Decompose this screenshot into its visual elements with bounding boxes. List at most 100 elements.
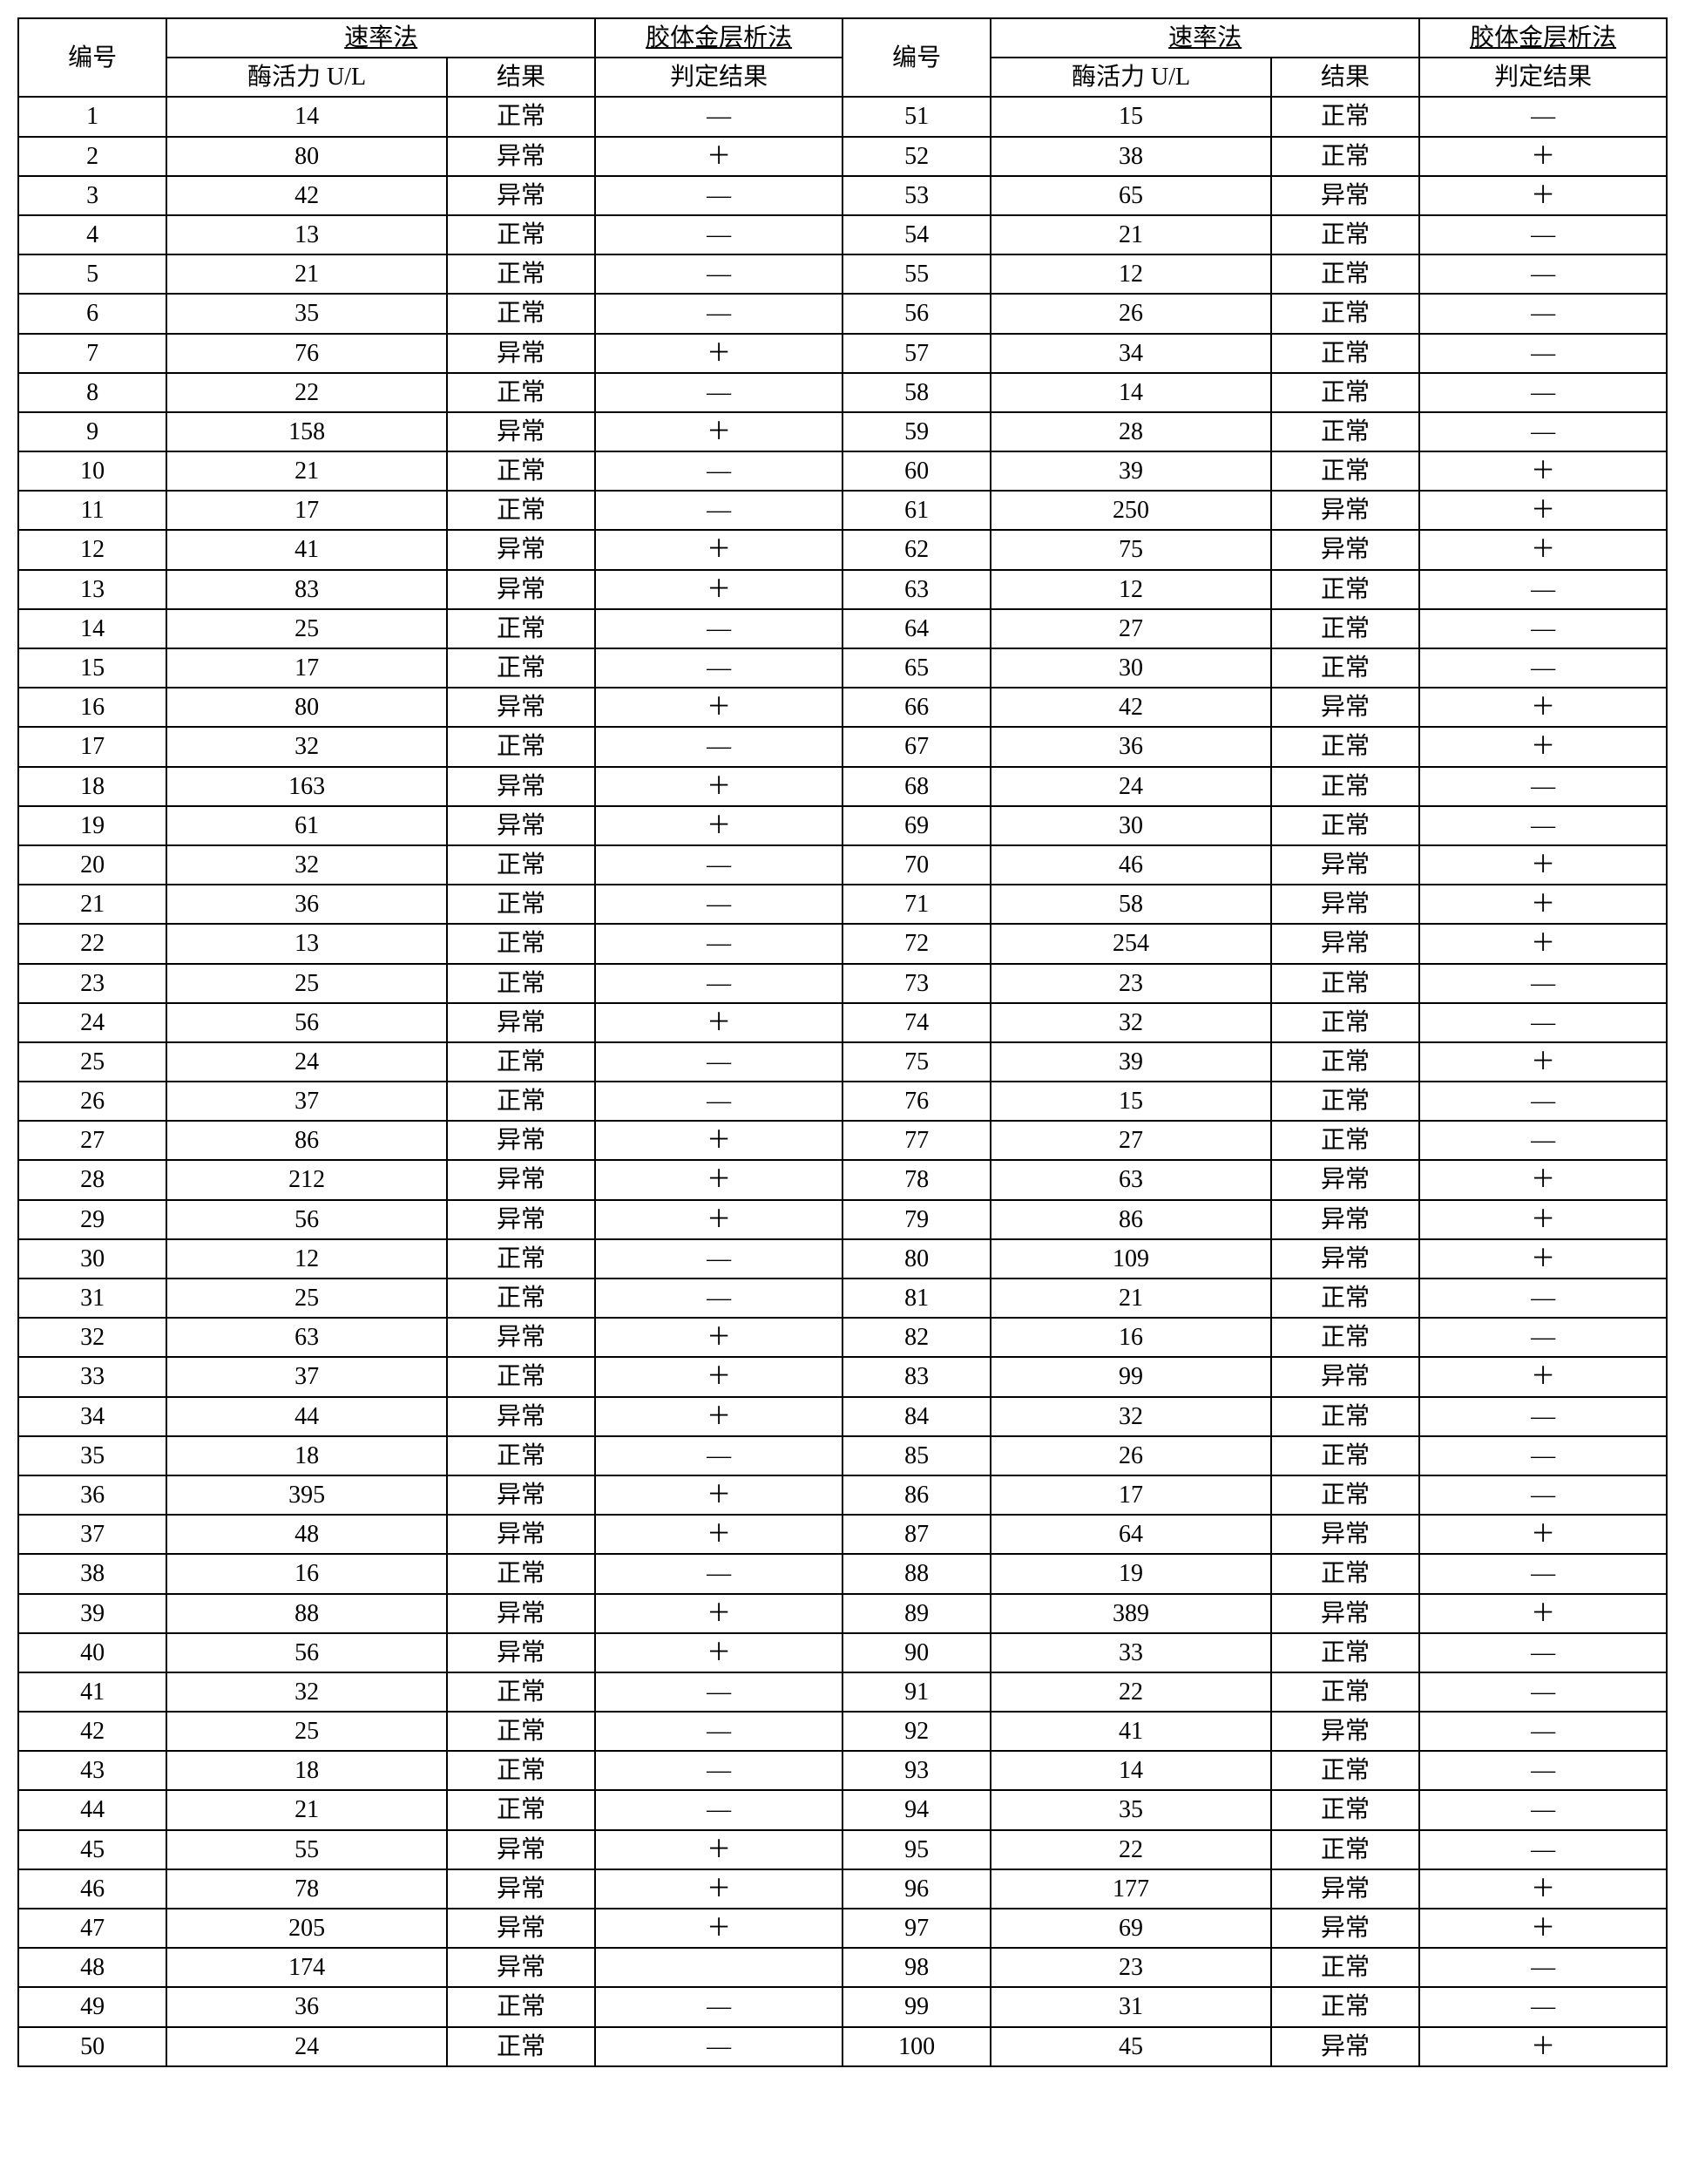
cell-enzyme: 64 [991, 1515, 1271, 1554]
cell-result: 正常 [1271, 1397, 1419, 1436]
cell-enzyme: 26 [991, 294, 1271, 333]
cell-result: 正常 [1271, 1672, 1419, 1712]
cell-enzyme: 389 [991, 1594, 1271, 1633]
cell-result: 正常 [1271, 1751, 1419, 1790]
cell-enzyme: 88 [166, 1594, 447, 1633]
cell-judge: ＋ [1419, 1200, 1667, 1239]
cell-enzyme: 35 [166, 294, 447, 333]
cell-enzyme: 63 [991, 1160, 1271, 1199]
table-row: 3012正常—80109异常＋ [18, 1239, 1667, 1279]
table-row: 2637正常—7615正常— [18, 1082, 1667, 1121]
cell-id: 8 [18, 373, 166, 412]
cell-result: 异常 [447, 1397, 595, 1436]
header-id-left: 编号 [18, 18, 166, 97]
cell-judge: ＋ [1419, 1909, 1667, 1948]
header-result-left: 结果 [447, 58, 595, 97]
cell-id: 27 [18, 1121, 166, 1160]
cell-judge: — [1419, 373, 1667, 412]
cell-judge: ＋ [595, 1318, 842, 1357]
cell-result: 正常 [447, 845, 595, 885]
cell-result: 正常 [1271, 412, 1419, 451]
cell-id: 82 [842, 1318, 991, 1357]
cell-judge: — [1419, 412, 1667, 451]
table-row: 3125正常—8121正常— [18, 1279, 1667, 1318]
cell-judge: ＋ [1419, 1239, 1667, 1279]
cell-judge: ＋ [595, 767, 842, 806]
table-row: 5024正常—10045异常＋ [18, 2027, 1667, 2066]
cell-judge: — [1419, 648, 1667, 688]
cell-judge: — [595, 845, 842, 885]
cell-enzyme: 27 [991, 1121, 1271, 1160]
cell-enzyme: 26 [991, 1436, 1271, 1475]
cell-judge: ＋ [595, 1909, 842, 1948]
cell-judge: — [1419, 1279, 1667, 1318]
cell-result: 正常 [1271, 570, 1419, 609]
cell-enzyme: 12 [166, 1239, 447, 1279]
cell-result: 正常 [1271, 451, 1419, 491]
cell-judge: — [1419, 254, 1667, 294]
table-row: 4056异常＋9033正常— [18, 1633, 1667, 1672]
cell-result: 正常 [447, 1279, 595, 1318]
cell-result: 异常 [1271, 924, 1419, 963]
cell-id: 11 [18, 491, 166, 530]
table-row: 4678异常＋96177异常＋ [18, 1869, 1667, 1909]
cell-result: 正常 [447, 1751, 595, 1790]
cell-id: 23 [18, 964, 166, 1003]
cell-result: 异常 [1271, 1239, 1419, 1279]
cell-id: 52 [842, 137, 991, 176]
cell-id: 84 [842, 1397, 991, 1436]
cell-id: 49 [18, 1987, 166, 2026]
table-row: 28212异常＋7863异常＋ [18, 1160, 1667, 1199]
cell-id: 21 [18, 885, 166, 924]
cell-result: 正常 [1271, 964, 1419, 1003]
cell-judge: — [1419, 215, 1667, 254]
cell-result: 异常 [447, 1948, 595, 1987]
cell-judge: — [1419, 1318, 1667, 1357]
cell-judge: — [595, 1082, 842, 1121]
cell-judge: ＋ [1419, 1042, 1667, 1082]
cell-result: 异常 [447, 1909, 595, 1948]
cell-result: 正常 [1271, 334, 1419, 373]
cell-judge: ＋ [595, 570, 842, 609]
cell-result: 正常 [1271, 1436, 1419, 1475]
cell-judge: — [1419, 1672, 1667, 1712]
cell-enzyme: 27 [991, 609, 1271, 648]
cell-judge: — [1419, 1948, 1667, 1987]
cell-result: 异常 [447, 1869, 595, 1909]
cell-judge [595, 1948, 842, 1987]
header-enzyme-left: 酶活力 U/L [166, 58, 447, 97]
cell-result: 正常 [1271, 1633, 1419, 1672]
cell-judge: — [595, 491, 842, 530]
cell-enzyme: 250 [991, 491, 1271, 530]
cell-enzyme: 55 [166, 1830, 447, 1869]
cell-result: 正常 [1271, 254, 1419, 294]
cell-id: 95 [842, 1830, 991, 1869]
table-row: 2786异常＋7727正常— [18, 1121, 1667, 1160]
cell-id: 72 [842, 924, 991, 963]
table-row: 1117正常—61250异常＋ [18, 491, 1667, 530]
cell-result: 正常 [1271, 609, 1419, 648]
cell-judge: — [595, 1751, 842, 1790]
cell-judge: — [1419, 97, 1667, 136]
cell-enzyme: 28 [991, 412, 1271, 451]
cell-judge: ＋ [595, 1515, 842, 1554]
table-row: 4936正常—9931正常— [18, 1987, 1667, 2026]
cell-id: 74 [842, 1003, 991, 1042]
table-row: 4225正常—9241异常— [18, 1712, 1667, 1751]
cell-id: 41 [18, 1672, 166, 1712]
cell-judge: — [1419, 1987, 1667, 2026]
cell-enzyme: 36 [991, 727, 1271, 766]
cell-judge: — [595, 1987, 842, 2026]
cell-enzyme: 13 [166, 924, 447, 963]
table-row: 3988异常＋89389异常＋ [18, 1594, 1667, 1633]
cell-judge: — [595, 294, 842, 333]
cell-enzyme: 32 [991, 1003, 1271, 1042]
cell-result: 正常 [1271, 1790, 1419, 1829]
data-table: 编号 速率法 胶体金层析法 编号 速率法 胶体金层析法 酶活力 U/L 结果 判… [17, 17, 1668, 2067]
table-row: 342异常—5365异常＋ [18, 176, 1667, 215]
cell-judge: ＋ [595, 1357, 842, 1396]
cell-enzyme: 30 [991, 648, 1271, 688]
cell-judge: — [595, 885, 842, 924]
cell-judge: ＋ [1419, 2027, 1667, 2066]
cell-enzyme: 23 [991, 964, 1271, 1003]
